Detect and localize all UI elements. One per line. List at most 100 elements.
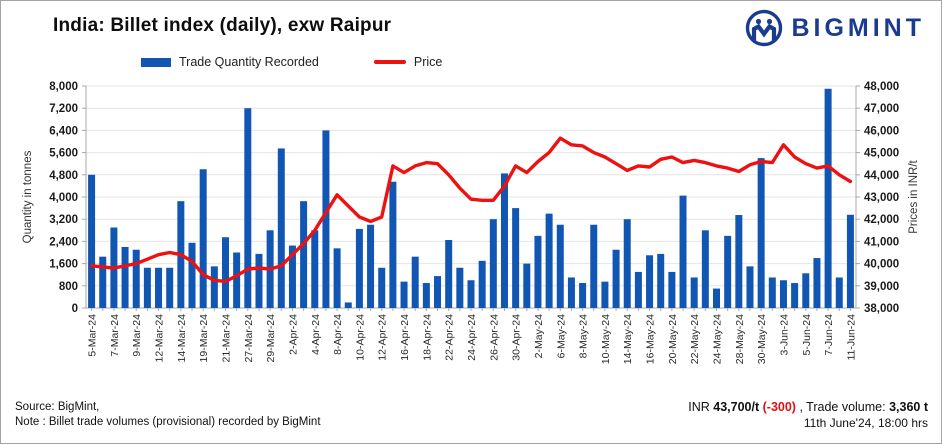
x-tick-label: 12-Apr-24 (377, 314, 389, 361)
bar (791, 283, 799, 308)
x-tick-label: 18-Apr-24 (421, 314, 433, 361)
bar (813, 258, 821, 308)
right-axis-tick-label: 48,000 (864, 81, 899, 93)
timestamp: 11th June'24, 18:00 hrs (803, 415, 928, 430)
x-tick-label: 28-May-24 (734, 314, 746, 364)
x-tick-label: 8-Apr-24 (332, 314, 344, 355)
x-tick-label: 5-Mar-24 (87, 314, 99, 357)
brand-name: BIGMINT (791, 13, 925, 42)
volume-value: 3,360 t (889, 400, 928, 414)
x-tick-label: 24-Apr-24 (466, 314, 478, 361)
legend-item-price: Price (373, 55, 443, 69)
left-axis-tick-label: 7,200 (49, 103, 78, 115)
bar (556, 224, 564, 308)
left-axis-tick-label: 1,600 (49, 259, 78, 271)
bar (690, 277, 698, 308)
right-axis-title: Prices in INR/t (908, 159, 920, 233)
bar (367, 224, 375, 308)
x-tick-label: 4-Apr-24 (310, 314, 322, 355)
bar (344, 302, 352, 308)
x-tick-label: 2-May-24 (533, 314, 545, 359)
bar (545, 213, 553, 308)
bar (634, 271, 642, 308)
x-tick-label: 8-May-24 (578, 314, 590, 359)
x-tick-label: 16-May-24 (645, 314, 657, 364)
price-line: INR 43,700/t (-300) , Trade volume: 3,36… (688, 400, 928, 414)
bar (534, 235, 542, 308)
bar (579, 283, 587, 308)
bar (210, 266, 218, 308)
bar (333, 248, 341, 308)
bar (434, 276, 442, 308)
x-tick-label: 9-Mar-24 (131, 314, 143, 357)
bar (166, 267, 174, 308)
x-tick-label: 16-Apr-24 (399, 314, 411, 361)
right-axis-tick-label: 41,000 (864, 236, 899, 248)
x-tick-label: 30-May-24 (756, 314, 768, 364)
page-title: India: Billet index (daily), exw Raipur (53, 15, 392, 36)
x-tick-label: 20-May-24 (667, 314, 679, 364)
legend-item-quantity: Trade Quantity Recorded (141, 55, 319, 69)
bar (378, 267, 386, 308)
bar (411, 256, 419, 308)
left-axis-tick-label: 5,600 (49, 148, 78, 160)
bar (590, 224, 598, 308)
legend-quantity-label: Trade Quantity Recorded (179, 55, 319, 69)
x-tick-label: 7-Jun-24 (823, 314, 835, 356)
x-tick-label: 14-May-24 (622, 314, 634, 364)
bar (489, 219, 497, 308)
bar (646, 255, 654, 308)
bar (757, 158, 765, 308)
bar (422, 283, 430, 308)
x-tick-label: 2-Apr-24 (287, 314, 299, 355)
x-tick-label: 27-Mar-24 (243, 314, 255, 363)
x-tick-label: 24-May-24 (712, 314, 724, 364)
latest-price-summary: INR 43,700/t (-300) , Trade volume: 3,36… (688, 400, 928, 431)
left-axis-title: Quantity in tonnes (22, 150, 34, 243)
right-axis-tick-label: 38,000 (864, 303, 899, 315)
bar (500, 173, 508, 308)
right-axis-tick-label: 42,000 (864, 214, 899, 226)
right-axis-tick-label: 47,000 (864, 103, 899, 115)
right-axis-tick-label: 40,000 (864, 259, 899, 271)
left-axis-tick-label: 0 (72, 303, 78, 315)
left-axis-tick-label: 2,400 (49, 236, 78, 248)
bigmint-logo: BIGMINT (745, 9, 925, 47)
left-axis-tick-label: 3,200 (49, 214, 78, 226)
bar (233, 252, 241, 308)
bigmint-logo-icon (746, 9, 783, 47)
right-axis-tick-label: 43,000 (864, 192, 899, 204)
x-tick-label: 11-Jun-24 (845, 314, 857, 361)
bar (311, 230, 319, 308)
bar (143, 267, 151, 308)
x-tick-label: 5-Jun-24 (801, 314, 813, 356)
bar (612, 249, 620, 308)
x-tick-label: 22-Apr-24 (444, 314, 456, 361)
legend-price-label: Price (413, 55, 443, 69)
bar (132, 249, 140, 308)
right-axis-tick-label: 44,000 (864, 170, 899, 182)
x-tick-label: 12-Mar-24 (154, 314, 166, 363)
bar-swatch-icon (141, 57, 171, 67)
x-tick-label: 7-Mar-24 (109, 314, 121, 357)
bar (478, 260, 486, 308)
bar (623, 219, 631, 308)
x-tick-label: 29-Mar-24 (265, 314, 277, 363)
bar (768, 277, 776, 308)
bar (355, 228, 363, 308)
bar (835, 277, 843, 308)
bar (88, 174, 96, 308)
price-value: 43,700/t (713, 400, 763, 414)
source-note: Source: BigMint, Note : Billet trade vol… (15, 400, 321, 430)
x-tick-label: 22-May-24 (689, 314, 701, 364)
bar (255, 253, 263, 308)
bar (724, 235, 732, 308)
bar (221, 237, 229, 308)
bar (601, 281, 609, 308)
x-tick-label: 14-Mar-24 (176, 314, 188, 363)
bar (244, 108, 252, 308)
bar (467, 280, 475, 308)
bar (679, 195, 687, 308)
